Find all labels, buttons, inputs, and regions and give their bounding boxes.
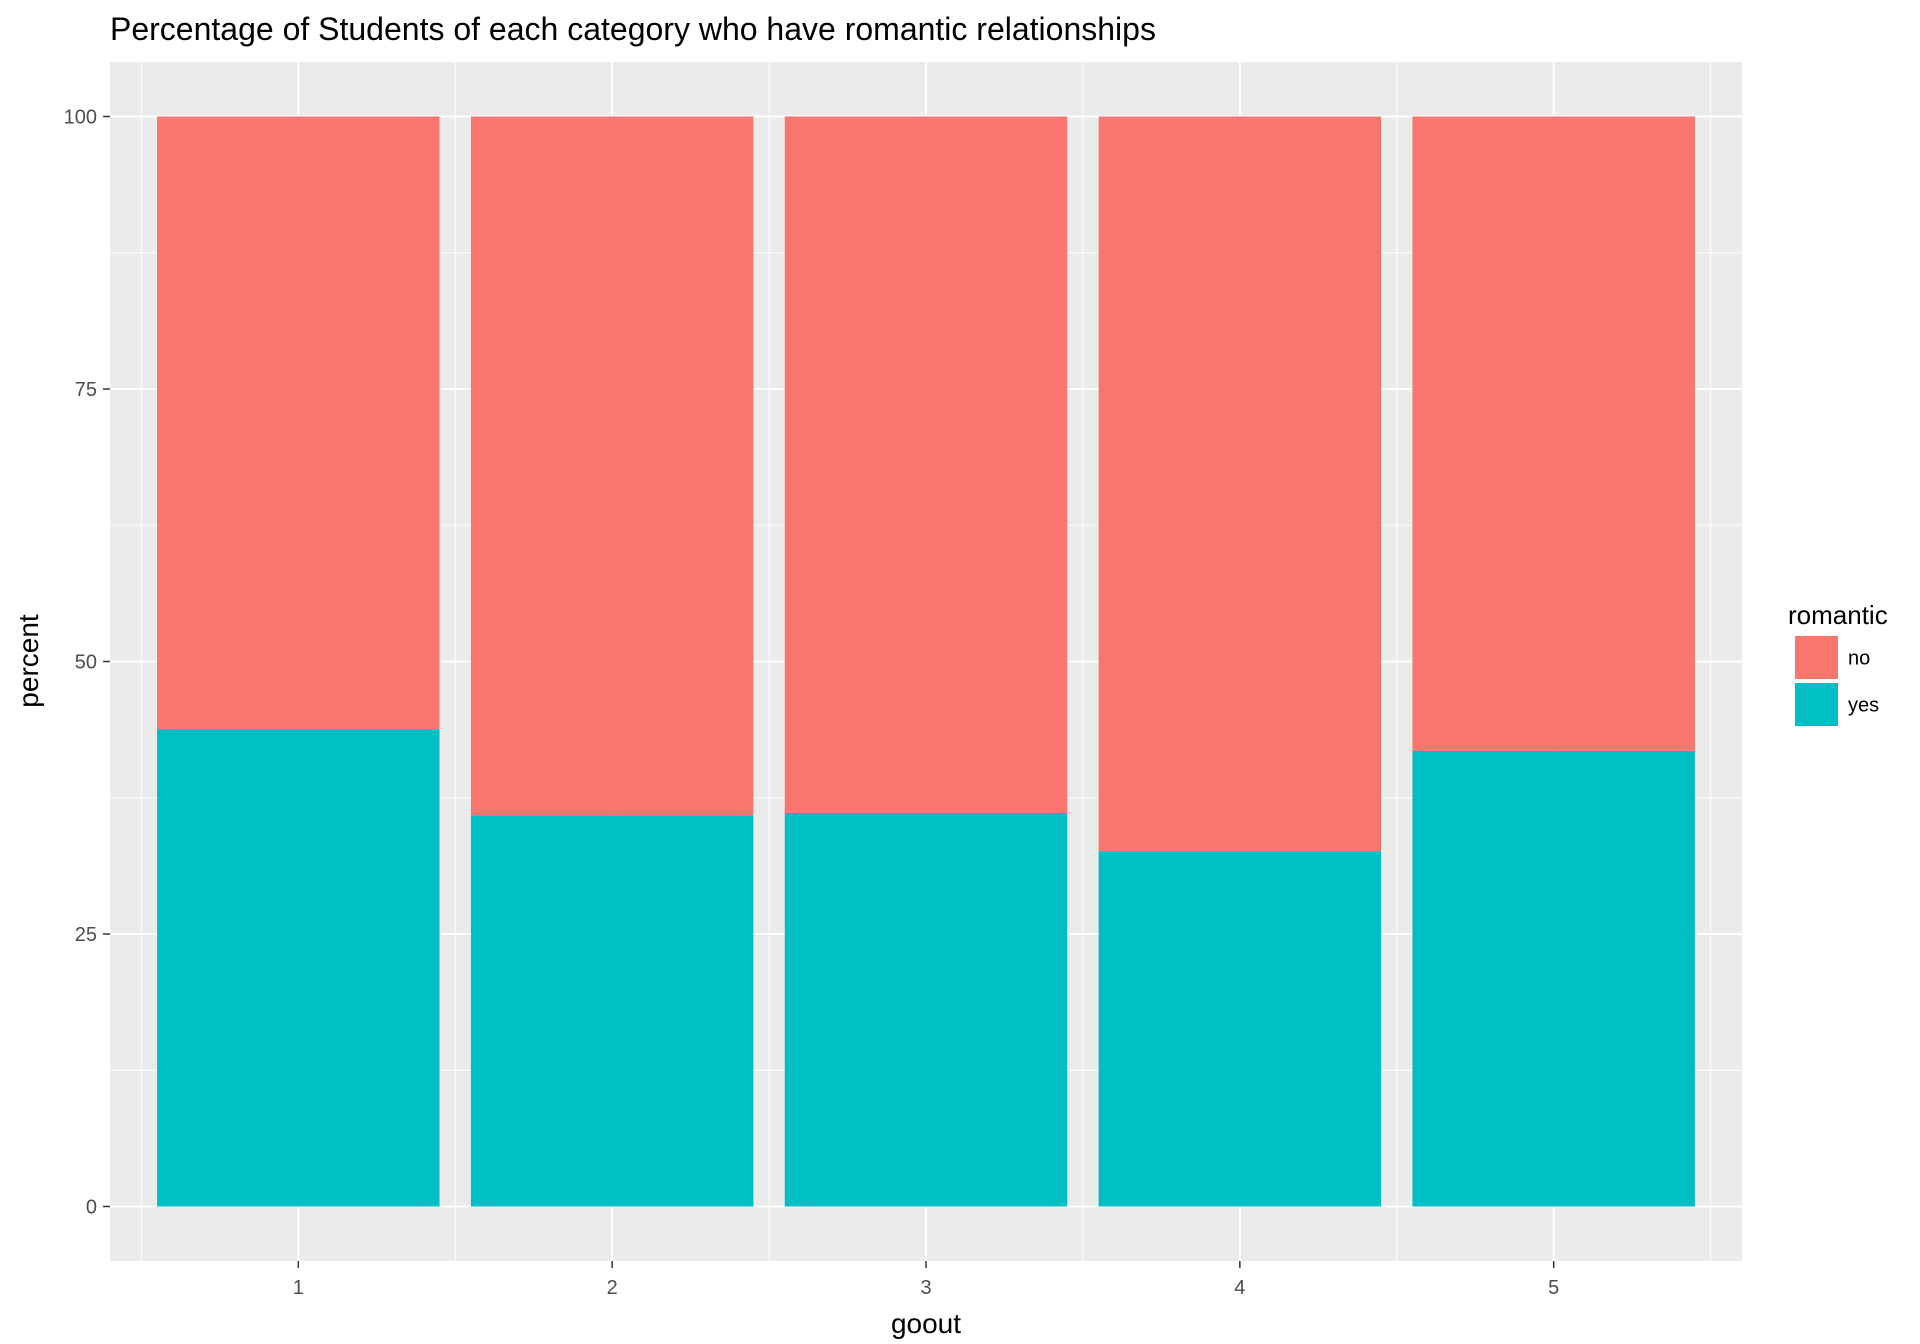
y-tick-label: 25 <box>75 924 97 946</box>
x-tick-label: 3 <box>920 1277 931 1299</box>
bar-yes-goout-1 <box>157 729 440 1207</box>
legend: romantic no yes <box>1788 600 1888 726</box>
bar-no-goout-5 <box>1412 116 1695 751</box>
legend-key-no <box>1795 636 1838 679</box>
x-tick-label: 4 <box>1234 1277 1245 1299</box>
y-tick-label: 0 <box>86 1197 97 1219</box>
legend-key-yes <box>1795 683 1838 726</box>
x-axis-title: goout <box>891 1308 961 1339</box>
x-tick-label: 5 <box>1548 1277 1559 1299</box>
y-axis-title: percent <box>13 614 44 708</box>
bars <box>157 116 1695 1207</box>
y-tick-label: 100 <box>64 107 97 129</box>
y-axis: 0 25 50 75 100 <box>64 107 110 1219</box>
x-tick-label: 1 <box>293 1277 304 1299</box>
y-tick-label: 50 <box>75 652 97 674</box>
y-tick-label: 75 <box>75 379 97 401</box>
legend-title: romantic <box>1788 600 1888 630</box>
bar-yes-goout-4 <box>1098 851 1382 1207</box>
bar-no-goout-1 <box>157 116 440 730</box>
bar-no-goout-2 <box>470 116 754 816</box>
bar-no-goout-3 <box>784 116 1068 814</box>
bar-yes-goout-5 <box>1412 750 1695 1207</box>
bar-no-goout-4 <box>1098 116 1382 852</box>
chart-title: Percentage of Students of each category … <box>110 11 1156 47</box>
x-axis: 1 2 3 4 5 <box>293 1261 1559 1299</box>
x-tick-label: 2 <box>607 1277 618 1299</box>
bar-yes-goout-2 <box>470 815 754 1207</box>
legend-label-no: no <box>1848 648 1870 670</box>
legend-label-yes: yes <box>1848 695 1879 717</box>
bar-yes-goout-3 <box>784 813 1068 1207</box>
